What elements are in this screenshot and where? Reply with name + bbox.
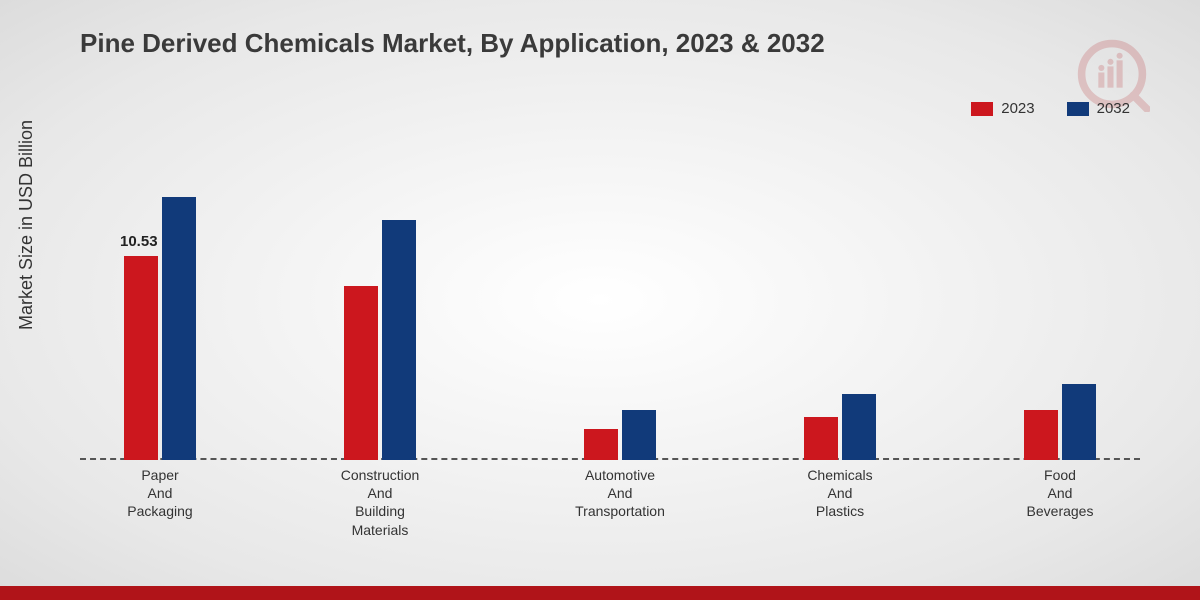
bar-2023 [584,429,618,460]
legend-label: 2032 [1097,100,1130,117]
bar-2023 [804,417,838,460]
bar-value-label: 10.53 [120,233,158,250]
legend-item-2032: 2032 [1067,100,1130,117]
legend-item-2023: 2023 [971,100,1034,117]
bar-2032 [162,197,196,461]
bar-2032 [842,394,876,460]
bar-group [804,394,876,460]
bar-group [584,410,656,460]
plot-area: 10.53 [80,150,1140,460]
category-label: Paper And Packaging [127,466,192,521]
legend-swatch [971,102,993,116]
bar-2032 [382,220,416,460]
bar-2023 [1024,410,1058,460]
bar-2023 [344,286,378,460]
bar-group [1024,384,1096,460]
legend: 2023 2032 [971,100,1130,117]
y-axis-label: Market Size in USD Billion [16,120,37,330]
bar-2023 [124,256,158,460]
chart-title: Pine Derived Chemicals Market, By Applic… [80,28,825,59]
category-label: Automotive And Transportation [575,466,665,521]
category-label: Construction And Building Materials [341,466,420,539]
legend-label: 2023 [1001,100,1034,117]
bar-group [344,220,416,460]
category-label: Chemicals And Plastics [807,466,872,521]
bar-2032 [1062,384,1096,460]
legend-swatch [1067,102,1089,116]
bar-2032 [622,410,656,460]
category-label: Food And Beverages [1027,466,1094,521]
x-axis-labels: Paper And Packaging Construction And Buil… [80,466,1140,546]
footer-bar [0,586,1200,600]
